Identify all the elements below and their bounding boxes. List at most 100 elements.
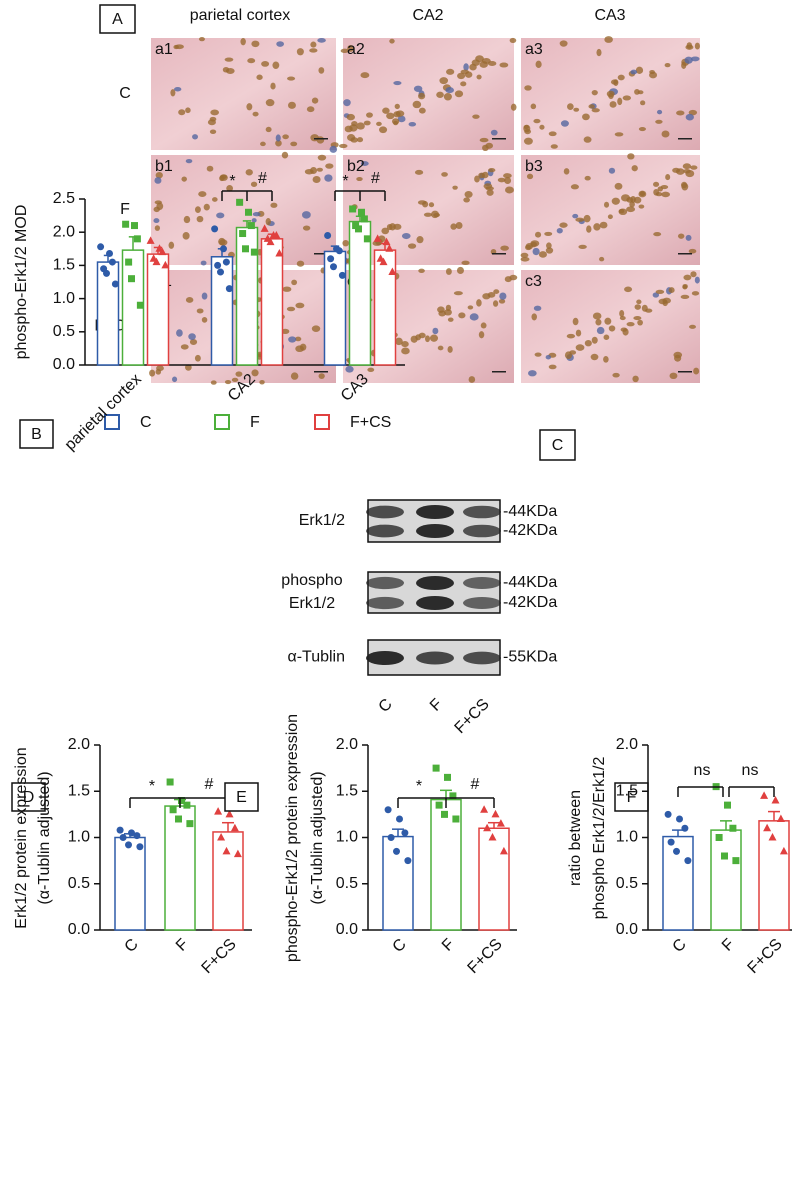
stained-nucleus [412, 100, 422, 109]
stained-nucleus [593, 223, 601, 231]
stained-nucleus [528, 370, 537, 377]
stained-nucleus [474, 175, 480, 183]
stained-nucleus [340, 48, 349, 53]
data-point [449, 792, 457, 800]
data-point [217, 268, 224, 276]
data-point [379, 257, 388, 266]
band [463, 524, 501, 538]
stained-nucleus [638, 204, 645, 209]
stained-nucleus [306, 106, 315, 113]
data-point [382, 237, 391, 246]
stained-nucleus [414, 169, 424, 175]
stained-nucleus [681, 182, 689, 191]
stained-nucleus [447, 317, 454, 322]
band [366, 524, 404, 538]
stained-nucleus [240, 38, 246, 46]
significance-label: * [149, 778, 155, 795]
data-point [373, 234, 382, 242]
stained-nucleus [640, 100, 646, 106]
data-point [266, 237, 275, 246]
stained-nucleus [366, 112, 373, 118]
column-header: parietal cortex [190, 7, 291, 24]
stained-nucleus [685, 113, 694, 121]
stained-nucleus [196, 215, 204, 223]
data-point [186, 820, 194, 828]
stained-nucleus [567, 103, 574, 111]
size-marker: -44KDa [503, 503, 557, 520]
data-point [217, 833, 226, 841]
stained-nucleus [418, 107, 426, 114]
micrograph [151, 38, 336, 150]
stained-nucleus [564, 351, 573, 359]
stained-nucleus [296, 48, 304, 56]
data-point [133, 832, 141, 840]
stained-nucleus [575, 344, 585, 351]
stained-nucleus [185, 158, 193, 164]
significance-label: ns [694, 762, 711, 779]
stained-nucleus [472, 114, 480, 119]
stained-nucleus [583, 136, 592, 143]
stained-nucleus [684, 56, 693, 64]
bar [114, 836, 146, 931]
stained-nucleus [694, 276, 700, 284]
stained-nucleus [490, 129, 498, 136]
data-point [161, 260, 170, 269]
stained-nucleus [588, 104, 595, 109]
data-point [676, 815, 683, 823]
y-tick-label: 2.5 [53, 190, 75, 207]
panel-label: B [31, 426, 42, 443]
stained-nucleus [219, 174, 228, 181]
data-point [385, 244, 394, 252]
stained-nucleus [599, 221, 608, 229]
data-point [330, 263, 337, 271]
data-point [664, 810, 672, 818]
stained-nucleus [418, 332, 426, 339]
stained-nucleus [563, 168, 570, 175]
y-tick-label: 1.0 [616, 829, 638, 846]
y-tick-label: 1.5 [336, 782, 358, 799]
panel-label: D [23, 789, 35, 806]
stained-nucleus [200, 260, 207, 266]
stained-nucleus [633, 316, 642, 321]
stained-nucleus [656, 109, 663, 115]
data-point [724, 801, 731, 809]
data-point [122, 220, 130, 228]
stained-nucleus [445, 268, 452, 275]
stained-nucleus [209, 129, 217, 135]
stained-nucleus [653, 188, 660, 196]
stained-nucleus [346, 113, 355, 121]
stained-nucleus [192, 134, 199, 140]
stained-nucleus [265, 99, 275, 107]
y-axis-label: Erk1/2 protein expression [13, 747, 30, 928]
data-point [220, 245, 227, 253]
scale-bar [678, 371, 692, 373]
y-tick-label: 1.5 [616, 782, 638, 799]
cell-label: a1 [155, 41, 173, 58]
panel-label-box [19, 419, 54, 449]
data-point [488, 833, 497, 841]
bar [96, 261, 120, 366]
stained-nucleus [299, 343, 307, 351]
stained-nucleus [534, 231, 542, 238]
stained-nucleus [329, 145, 338, 153]
data-point [729, 824, 737, 832]
stained-nucleus [677, 233, 685, 239]
stained-nucleus [533, 118, 541, 124]
stained-nucleus [172, 376, 178, 383]
y-tick-label: 1.0 [53, 290, 75, 307]
band [463, 651, 501, 665]
panel-label-box [11, 782, 46, 812]
stained-nucleus [185, 297, 194, 303]
legend-label: C [140, 414, 152, 431]
stained-nucleus [614, 182, 623, 190]
stained-nucleus [591, 90, 598, 96]
stained-nucleus [606, 90, 615, 98]
stained-nucleus [685, 44, 694, 50]
stained-nucleus [222, 66, 230, 73]
panel-label: F [627, 789, 637, 806]
stained-nucleus [154, 225, 161, 231]
scale-bar [492, 138, 506, 140]
data-point [128, 829, 135, 837]
legend-swatch [104, 414, 120, 430]
